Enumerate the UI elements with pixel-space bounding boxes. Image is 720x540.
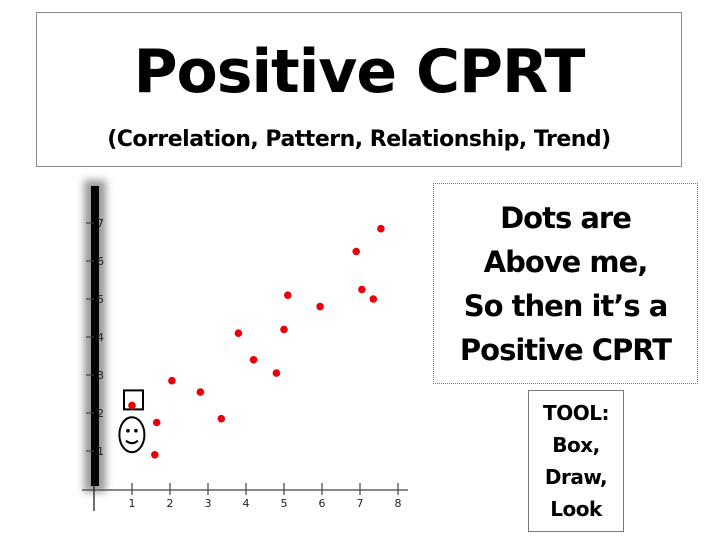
y-tick-label: 2: [97, 407, 104, 420]
data-point: [217, 414, 226, 423]
data-point: [358, 285, 366, 294]
x-tick-label: 1: [129, 497, 136, 510]
y-tick-label: 4: [97, 331, 104, 344]
data-point: [284, 291, 292, 300]
tool-box: TOOL: Box, Draw, Look: [528, 390, 624, 532]
y-tick-label: 7: [97, 217, 104, 230]
data-point: [249, 356, 258, 364]
data-point: [316, 302, 324, 311]
data-point: [377, 224, 385, 233]
face-outline: [118, 416, 146, 454]
x-tick-label: 7: [357, 497, 364, 510]
y-tick-label: 3: [97, 369, 104, 382]
page-title: Positive CPRT: [133, 37, 586, 107]
tool-line: Box,: [552, 433, 600, 457]
data-point: [128, 401, 136, 410]
y-axis-bar: [91, 186, 99, 486]
annotations: [118, 389, 146, 454]
smiley-face-icon: [118, 416, 146, 454]
data-point: [352, 247, 361, 256]
data-point: [152, 418, 161, 427]
data-point: [196, 388, 205, 396]
data-point: [151, 451, 159, 459]
data-point: [272, 369, 281, 377]
y-tick-label: 6: [97, 255, 104, 268]
x-tick-label: 5: [281, 497, 288, 510]
data-point: [369, 295, 378, 303]
data-point: [234, 329, 243, 338]
y-tick-label: 1: [97, 445, 104, 458]
page-subtitle: (Correlation, Pattern, Relationship, Tre…: [107, 127, 611, 152]
x-tick-label: 8: [395, 497, 402, 510]
box-tool-icon: [123, 389, 144, 411]
note-line: Positive CPRT: [459, 332, 672, 367]
title-box: Positive CPRT (Correlation, Pattern, Rel…: [36, 12, 682, 167]
x-tick-label: 6: [319, 497, 326, 510]
data-point: [168, 376, 176, 385]
note-line: Dots are: [500, 200, 632, 235]
tool-line: TOOL:: [543, 401, 609, 425]
x-tick-label: 2: [167, 497, 174, 510]
tool-line: Draw,: [544, 465, 608, 489]
note-box: Dots are Above me, So then it’s a Positi…: [433, 183, 698, 384]
tool-line: Look: [550, 497, 602, 521]
axes: 1 2 3 4 5 6 7 8 1 2 3 4 5 6 7: [82, 217, 408, 511]
y-axis-bar: [84, 180, 106, 492]
y-tick-label: 5: [97, 293, 104, 306]
x-tick-label: 4: [243, 497, 250, 510]
note-line: Above me,: [483, 244, 649, 279]
data-point: [280, 325, 288, 334]
smile-mouth: [125, 439, 139, 445]
x-tick-label: 3: [205, 497, 212, 510]
eye-icon: [134, 428, 138, 433]
eye-icon: [126, 428, 130, 433]
note-line: So then it’s a: [463, 288, 669, 323]
data-points: [128, 224, 385, 459]
bar-shadow: [84, 180, 106, 492]
